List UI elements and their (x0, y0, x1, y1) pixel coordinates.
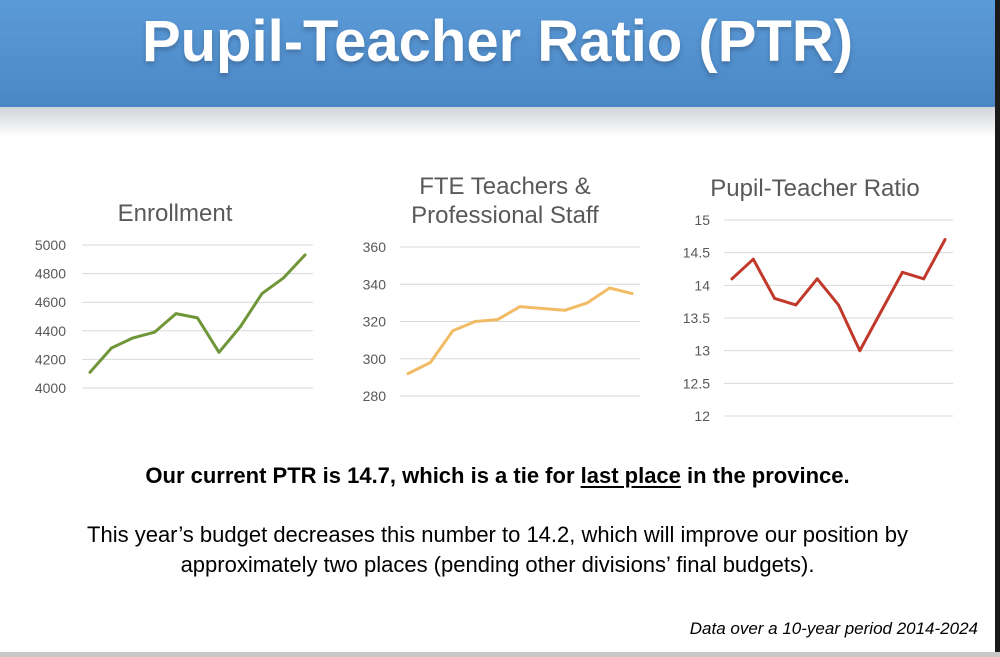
y-tick-label: 12.5 (683, 375, 710, 391)
data-point (630, 292, 634, 295)
y-tick-label: 360 (363, 239, 387, 255)
y-tick-label: 280 (363, 388, 387, 404)
data-point (174, 312, 178, 316)
data-point (196, 316, 199, 320)
banner-shadow (0, 107, 995, 137)
ptr-chart-title: Pupil-Teacher Ratio (710, 175, 920, 202)
y-tick-label: 5000 (35, 237, 66, 253)
y-tick-label: 14.5 (683, 245, 710, 261)
data-point (608, 286, 611, 290)
data-point (303, 253, 307, 257)
headline-emphasis: last place (580, 463, 681, 488)
slide-title: Pupil-Teacher Ratio (PTR) (141, 9, 854, 74)
data-point (217, 350, 221, 354)
headline-text-start: Our current PTR is 14.7, which is a tie … (145, 463, 581, 488)
headline-text-end: in the province. (680, 463, 850, 488)
y-tick-label: 4800 (35, 266, 66, 282)
data-point (429, 361, 432, 364)
data-point (922, 277, 926, 281)
budget-paragraph: This year’s budget decreases this number… (87, 522, 908, 577)
data-point (815, 277, 819, 281)
data-point (260, 292, 264, 296)
y-tick-label: 300 (363, 351, 387, 367)
data-point (282, 276, 285, 280)
y-tick-label: 4000 (35, 380, 66, 396)
data-point (153, 330, 156, 334)
y-tick-label: 320 (363, 314, 387, 330)
fte-chart-title: FTE Teachers & Professional Staff (411, 173, 599, 229)
y-tick-label: 15 (694, 212, 710, 228)
y-tick-label: 4200 (35, 351, 66, 367)
y-tick-label: 13.5 (683, 310, 710, 326)
data-point (858, 349, 862, 353)
data-point (563, 308, 567, 312)
data-point (943, 238, 947, 242)
data-point (131, 336, 135, 340)
window-edge-bottom (0, 652, 1000, 657)
data-point (451, 329, 455, 333)
y-tick-label: 14 (694, 277, 710, 293)
data-point (879, 310, 883, 313)
data-point (88, 370, 92, 374)
data-point (110, 346, 113, 350)
data-point (496, 318, 499, 322)
headline: Our current PTR is 14.7, which is a tie … (0, 463, 995, 489)
data-point (773, 297, 776, 300)
data-period-footnote: Data over a 10-year period 2014-2024 (689, 619, 978, 638)
data-point (541, 307, 544, 310)
title-banner (0, 0, 995, 107)
y-tick-label: 13 (694, 343, 710, 359)
data-point (794, 303, 798, 307)
data-point (239, 325, 242, 328)
data-point (837, 303, 840, 307)
data-point (518, 305, 522, 308)
data-point (585, 301, 589, 305)
data-point (406, 372, 410, 376)
data-point (730, 277, 734, 281)
data-point (473, 320, 477, 323)
window-edge-right (995, 0, 1000, 657)
y-tick-label: 340 (363, 276, 387, 292)
data-point (751, 257, 755, 261)
y-tick-label: 4600 (35, 294, 66, 310)
series-line (730, 238, 947, 353)
enrollment-chart-title: Enrollment (117, 200, 233, 227)
y-tick-label: 4400 (35, 323, 66, 339)
y-tick-label: 12 (694, 408, 710, 424)
data-point (901, 270, 904, 274)
